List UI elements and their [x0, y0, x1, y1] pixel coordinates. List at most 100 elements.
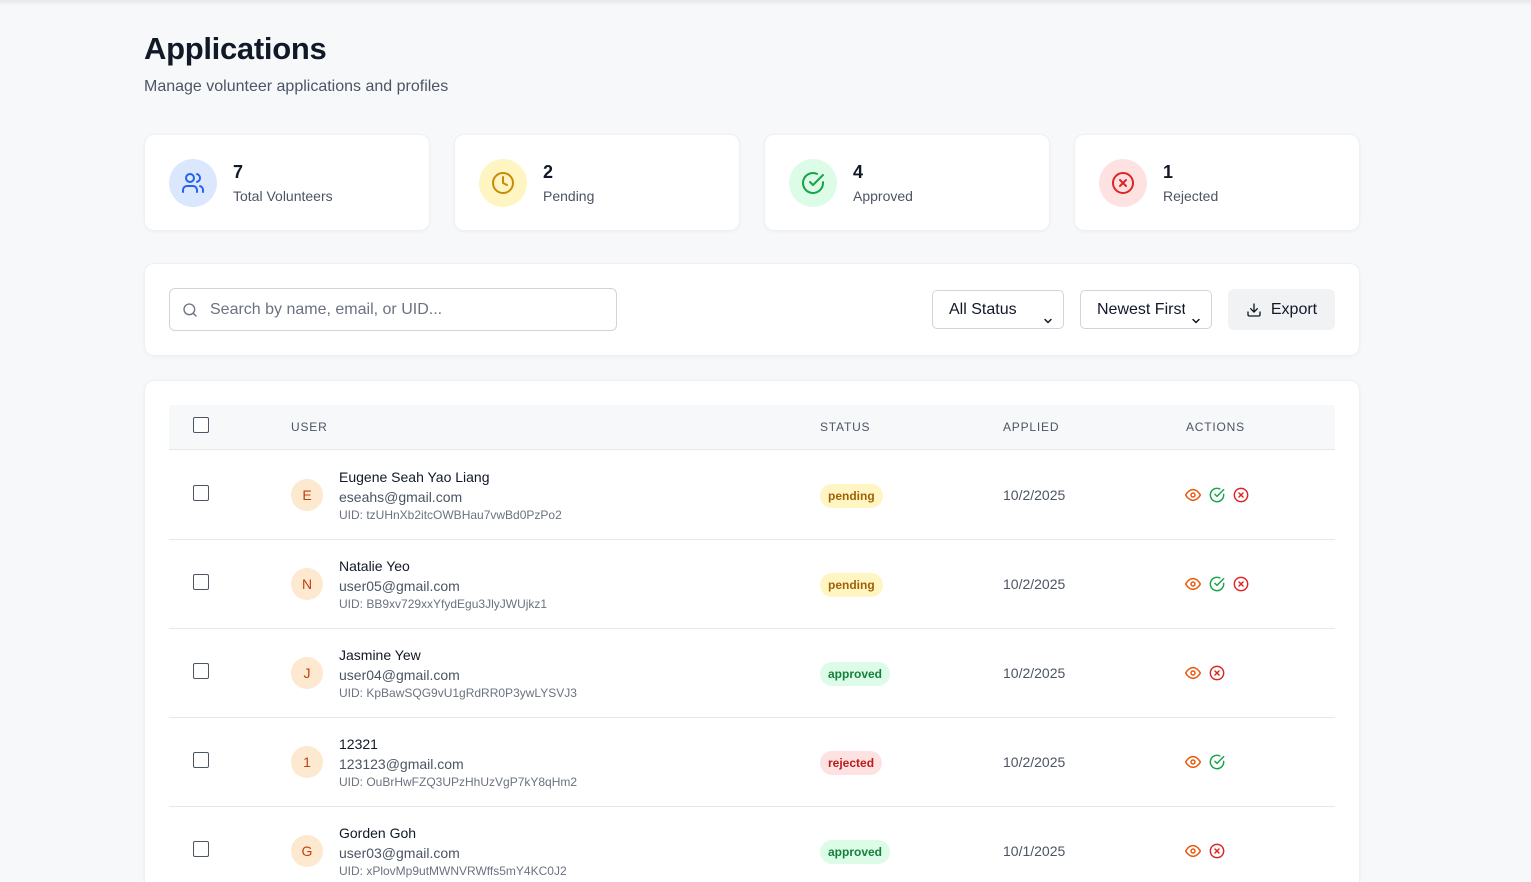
- row-actions: [1185, 754, 1225, 770]
- row-actions: [1185, 843, 1225, 859]
- eye-icon: [1185, 487, 1201, 503]
- status-filter-value: All Status: [949, 301, 1017, 318]
- table-row: J Jasmine Yew user04@gmail.com UID: KpBawSQ…: [169, 629, 1335, 718]
- select-all-checkbox[interactable]: [193, 417, 209, 433]
- stat-card-approved: 4 Approved: [764, 134, 1050, 231]
- stat-label: Pending: [543, 188, 595, 204]
- row-actions: [1185, 665, 1225, 681]
- status-badge: pending: [820, 484, 883, 508]
- stat-label: Rejected: [1163, 188, 1219, 204]
- user-uid: UID: OuBrHwFZQ3UPzHhUzVgP7kY8qHm2: [339, 775, 578, 789]
- check-circle-icon: [1209, 754, 1225, 770]
- view-button[interactable]: [1185, 843, 1201, 859]
- header-user: USER: [291, 420, 328, 434]
- header-status: STATUS: [820, 420, 871, 434]
- applied-date: 10/1/2025: [1003, 843, 1066, 859]
- row-actions: [1185, 487, 1249, 503]
- reject-button[interactable]: [1209, 843, 1225, 859]
- user-name: Jasmine Yew: [339, 647, 421, 663]
- row-checkbox[interactable]: [193, 663, 209, 679]
- stat-card-total: 7 Total Volunteers: [144, 134, 430, 231]
- view-button[interactable]: [1185, 576, 1201, 592]
- reject-button[interactable]: [1233, 576, 1249, 592]
- x-circle-icon: [1209, 665, 1225, 681]
- avatar: 1: [291, 746, 323, 778]
- view-button[interactable]: [1185, 665, 1201, 681]
- approve-button[interactable]: [1209, 487, 1225, 503]
- applied-date: 10/2/2025: [1003, 754, 1066, 770]
- stat-label: Approved: [853, 188, 913, 204]
- user-name: Gorden Goh: [339, 825, 417, 841]
- view-button[interactable]: [1185, 754, 1201, 770]
- stat-value: 1: [1163, 162, 1174, 182]
- eye-icon: [1185, 665, 1201, 681]
- user-name: Eugene Seah Yao Liang: [339, 469, 490, 485]
- user-name: 12321: [339, 736, 378, 752]
- sort-order-value: Newest First: [1097, 301, 1185, 318]
- approve-button[interactable]: [1209, 754, 1225, 770]
- header-applied: APPLIED: [1003, 420, 1060, 434]
- status-badge: approved: [820, 662, 891, 686]
- header-actions: ACTIONS: [1186, 420, 1245, 434]
- row-actions: [1185, 576, 1249, 592]
- user-uid: UID: BB9xv729xxYfydEgu3JlyJWUjkz1: [339, 597, 548, 611]
- export-label: Export: [1270, 300, 1318, 318]
- top-shadow: [0, 0, 1531, 6]
- avatar: J: [291, 657, 323, 689]
- user-uid: UID: KpBawSQG9vU1gRdRR0P3ywLYSVJ3: [339, 686, 577, 700]
- view-button[interactable]: [1185, 487, 1201, 503]
- table-row: E Eugene Seah Yao Liang eseahs@gmail.com UI…: [169, 451, 1335, 540]
- reject-button[interactable]: [1209, 665, 1225, 681]
- page-subtitle: Manage volunteer applications and profil…: [144, 78, 449, 95]
- search-input[interactable]: [210, 289, 610, 330]
- status-badge: rejected: [820, 751, 883, 775]
- stats-row: 7 Total Volunteers 2 Pending 4 Approved …: [144, 134, 1360, 231]
- stat-value: 7: [233, 162, 244, 182]
- stat-label: Total Volunteers: [233, 188, 333, 204]
- sort-order-select[interactable]: Newest First: [1080, 290, 1212, 329]
- x-circle-icon: [1209, 843, 1225, 859]
- export-button[interactable]: Export: [1228, 289, 1335, 330]
- row-checkbox[interactable]: [193, 752, 209, 768]
- x-circle-icon: [1233, 576, 1249, 592]
- stat-value: 4: [853, 162, 864, 182]
- approve-button[interactable]: [1209, 576, 1225, 592]
- search-icon: [182, 302, 198, 323]
- search-box: [169, 288, 617, 331]
- applied-date: 10/2/2025: [1003, 487, 1066, 503]
- users-icon: [169, 159, 217, 207]
- page-title: Applications: [144, 31, 327, 66]
- avatar: G: [291, 835, 323, 867]
- check-circle-icon: [1209, 487, 1225, 503]
- user-email: user05@gmail.com: [339, 578, 460, 594]
- user-uid: UID: xPlovMp9utMWNVRWffs5mY4KC0J2: [339, 864, 567, 878]
- avatar: N: [291, 568, 323, 600]
- table-header: USER STATUS APPLIED ACTIONS: [169, 405, 1335, 450]
- applied-date: 10/2/2025: [1003, 576, 1066, 592]
- reject-button[interactable]: [1233, 487, 1249, 503]
- row-checkbox[interactable]: [193, 485, 209, 501]
- x-circle-icon: [1233, 487, 1249, 503]
- stat-value: 2: [543, 162, 554, 182]
- user-email: 123123@gmail.com: [339, 756, 464, 772]
- table-row: G Gorden Goh user03@gmail.com UID: xPlovMp9…: [169, 807, 1335, 882]
- status-badge: approved: [820, 840, 891, 864]
- avatar: E: [291, 479, 323, 511]
- stat-card-pending: 2 Pending: [454, 134, 740, 231]
- download-icon: [1246, 302, 1262, 318]
- user-name: Natalie Yeo: [339, 558, 410, 574]
- row-checkbox[interactable]: [193, 841, 209, 857]
- applications-table: USER STATUS APPLIED ACTIONS E Eugene Seah…: [144, 380, 1360, 882]
- chevron-down-icon: [1190, 304, 1202, 328]
- check-circle-icon: [1209, 576, 1225, 592]
- eye-icon: [1185, 576, 1201, 592]
- eye-icon: [1185, 843, 1201, 859]
- row-checkbox[interactable]: [193, 574, 209, 590]
- stat-card-rejected: 1 Rejected: [1074, 134, 1360, 231]
- eye-icon: [1185, 754, 1201, 770]
- status-badge: pending: [820, 573, 883, 597]
- x-circle-icon: [1099, 159, 1147, 207]
- chevron-down-icon: [1042, 304, 1054, 328]
- table-row: 1 12321 123123@gmail.com UID: OuBrHwFZQ3UPz…: [169, 718, 1335, 807]
- status-filter-select[interactable]: All Status: [932, 290, 1064, 329]
